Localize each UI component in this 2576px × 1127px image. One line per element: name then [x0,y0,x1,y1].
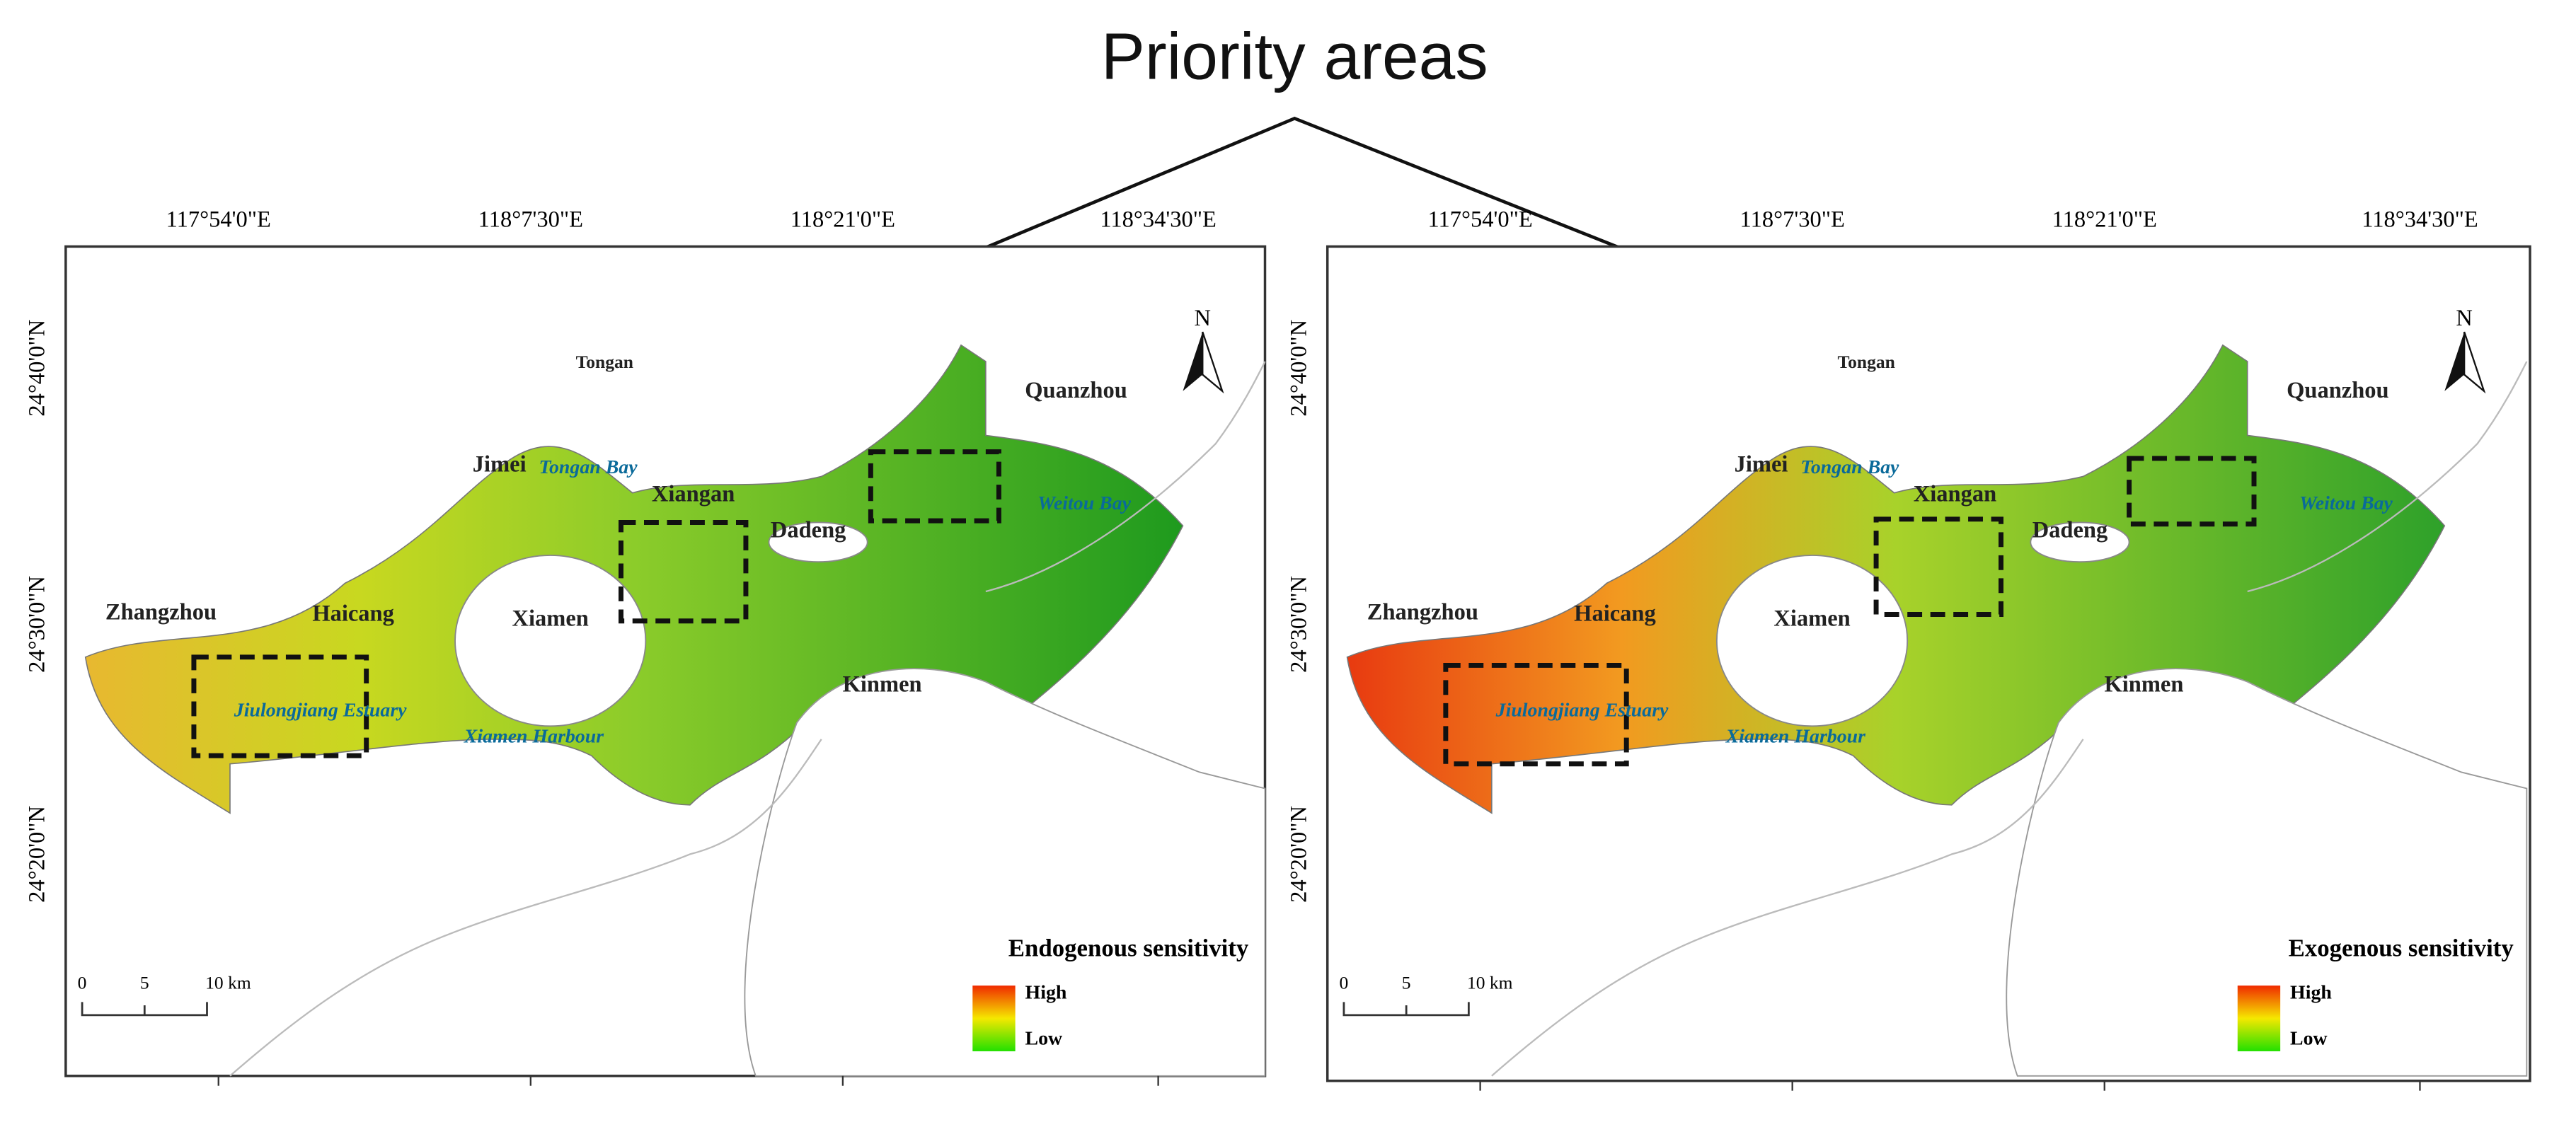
priority-box [1873,516,2003,617]
longitude-label: 118°21'0"E [2052,207,2157,233]
longitude-label: 118°34'30"E [2362,207,2478,233]
north-label: N [1195,306,1211,331]
place-label: Xiamen [1773,606,1850,632]
legend-low: Low [2290,1028,2328,1050]
island-xiamen [1715,554,1909,727]
place-label: Quanzhou [2287,378,2389,403]
place-label: Xiamen Harbour [1725,726,1866,748]
longitude-label: 118°7'30"E [478,207,583,233]
latitude-label: 24°20'0"N [25,806,50,903]
place-label: Tongan Bay [1800,456,1899,478]
latitude-label: 24°40'0"N [1287,320,1312,417]
longitude-label: 118°7'30"E [1740,207,1845,233]
place-label: Jiulongjiang Estuary [1495,699,1669,721]
scale-label: 10 km [1467,973,1513,993]
place-label: Kinmen [2104,672,2183,698]
place-label: Kinmen [843,672,922,698]
latitude-label: 24°30'0"N [25,576,50,673]
place-label: Zhangzhou [105,599,217,625]
legend-title: Exogenous sensitivity [2289,934,2514,961]
island-xiamen [454,554,647,727]
figure-title: Priority areas [1101,20,1488,93]
legend-high: High [1025,982,1067,1004]
priority-box [2127,456,2257,527]
island-dadeng [2030,521,2130,563]
priority-box [191,654,369,758]
coastline [229,361,1266,1077]
longitude-label: 117°54'0"E [1427,207,1532,233]
latitude-label: 24°30'0"N [1287,576,1312,673]
place-label: Dadeng [771,517,846,543]
latitude-label: 24°40'0"N [25,320,50,417]
island-kinmen [744,668,1266,1077]
north-label: N [2456,306,2472,331]
legend-gradient [2237,986,2281,1051]
scale-label: 0 [1340,973,1349,993]
coastline [1491,361,2528,1077]
place-label: Tongan Bay [539,456,638,478]
place-label: Zhangzhou [1367,599,1478,625]
scale-label: 5 [140,973,149,993]
scale-label: 5 [1402,973,1411,993]
place-label: Xiangan [652,481,735,507]
place-label: Tongan [1837,352,1894,372]
place-label: Haicang [1574,601,1656,627]
priority-box [619,519,749,624]
latitude-label: 24°20'0"N [1287,806,1312,903]
north-arrow [2463,331,2486,394]
north-arrow [1202,331,1224,394]
scale-bar [1342,1002,1470,1017]
map-panel: 117°54'0"E 118°7'30"E 118°21'0"E 118°34'30"… [1287,207,2531,1091]
place-label: Xiamen [512,606,589,632]
legend-low: Low [1025,1028,1063,1050]
priority-box [1443,662,1629,767]
scale-label: 0 [78,973,87,993]
legend-gradient [972,986,1016,1051]
legend-high: High [2290,982,2332,1004]
place-label: Xiamen Harbour [464,726,604,748]
place-label: Weitou Bay [1037,492,1131,514]
place-label: Dadeng [2032,517,2108,543]
longitude-label: 117°54'0"E [166,207,271,233]
legend-title: Endogenous sensitivity [1008,934,1249,961]
scale-label: 10 km [205,973,251,993]
place-label: Weitou Bay [2299,492,2393,514]
longitude-label: 118°34'30"E [1100,207,1217,233]
place-label: Haicang [312,601,394,627]
place-label: Jimei [1735,452,1788,478]
island-kinmen [2006,668,2528,1077]
place-label: Quanzhou [1025,378,1127,403]
map-panel: 117°54'0"E 118°7'30"E 118°21'0"E 118°34'30"… [25,207,1267,1086]
longitude-label: 118°21'0"E [790,207,895,233]
place-label: Jiulongjiang Estuary [234,699,407,721]
place-label: Jimei [473,452,527,478]
priority-box [868,449,1001,524]
place-label: Tongan [576,352,633,372]
scale-bar [81,1002,208,1017]
island-dadeng [768,521,868,563]
place-label: Xiangan [1914,481,1996,507]
